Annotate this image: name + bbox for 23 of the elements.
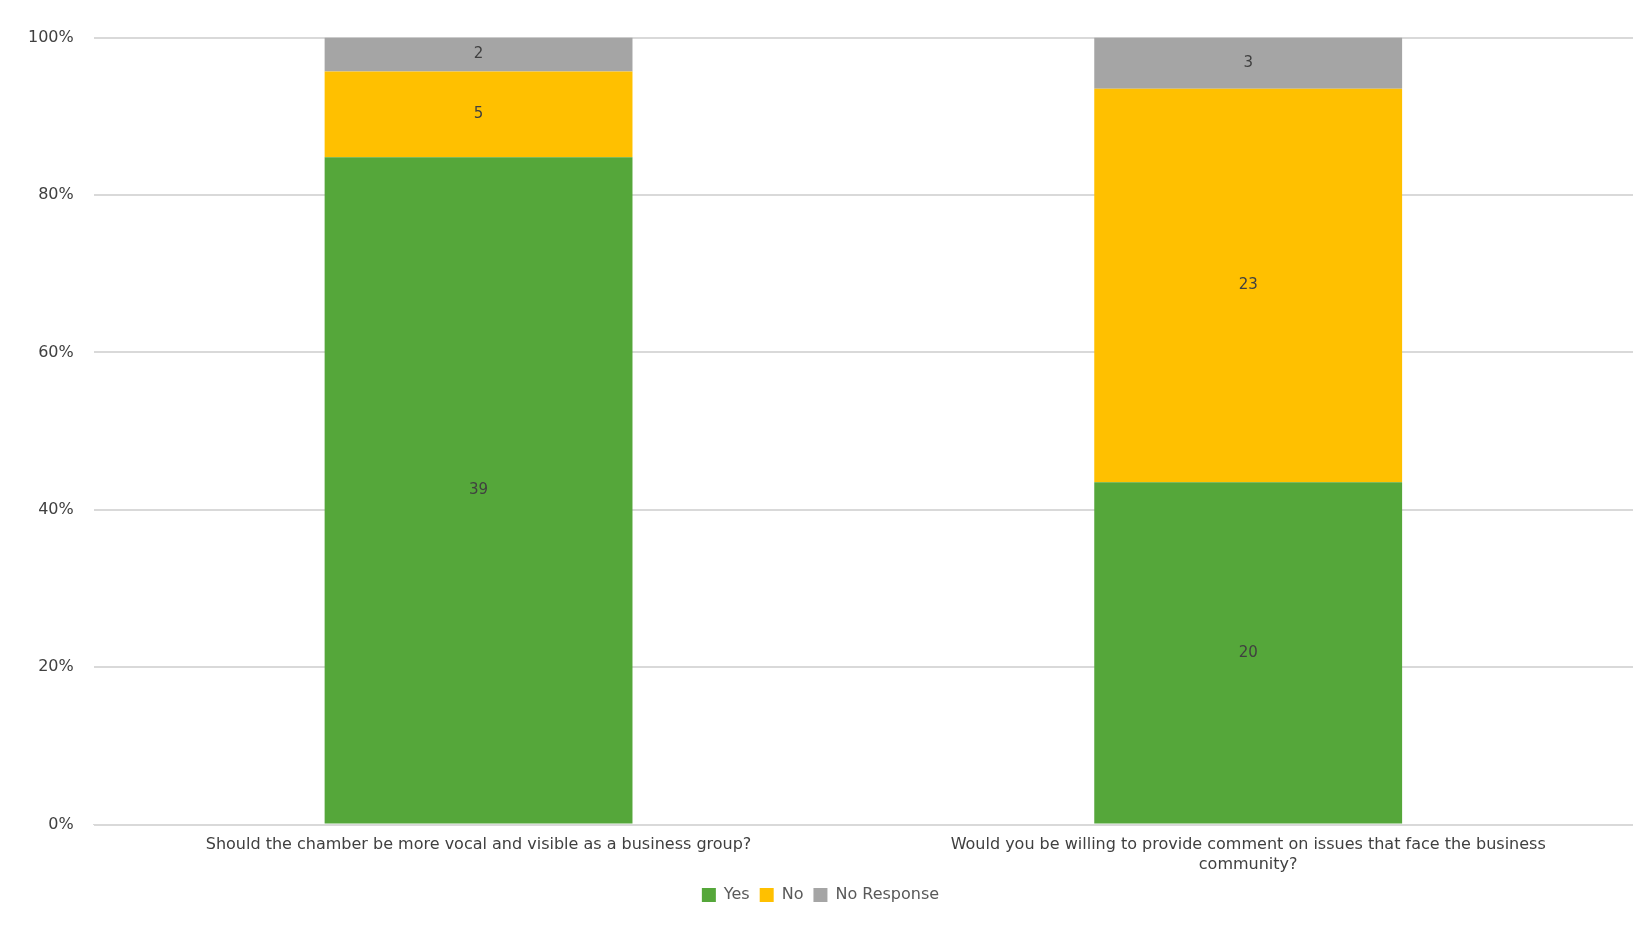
y-tick-label: 40% xyxy=(38,498,74,518)
y-tick-label: 0% xyxy=(48,813,74,833)
bar xyxy=(324,157,633,824)
annotation: 2 xyxy=(473,44,484,63)
y-tick-label: 20% xyxy=(38,656,74,676)
x-tick-label: Would you be willing to provide comment on issues that face the business community? xyxy=(950,834,1546,873)
annotation: 23 xyxy=(1238,275,1258,294)
bar xyxy=(324,71,633,158)
y-tick-label: 80% xyxy=(38,184,74,204)
bar xyxy=(324,37,633,72)
legend-label: Yes xyxy=(722,884,750,904)
y-tick-label: 60% xyxy=(38,341,74,361)
annotation: 5 xyxy=(473,104,484,123)
annotation: 3 xyxy=(1243,53,1253,72)
bar xyxy=(1094,482,1403,824)
annotation: 39 xyxy=(469,480,489,499)
legend-label: No xyxy=(781,884,804,904)
annotation: 20 xyxy=(1238,642,1258,661)
bar xyxy=(1094,37,1403,89)
legend-label: No Response xyxy=(835,884,940,904)
x-tick-label: Should the chamber be more vocal and visible as a business group? xyxy=(205,834,752,854)
y-tick-label: 100% xyxy=(27,26,74,46)
bar xyxy=(1094,88,1403,483)
